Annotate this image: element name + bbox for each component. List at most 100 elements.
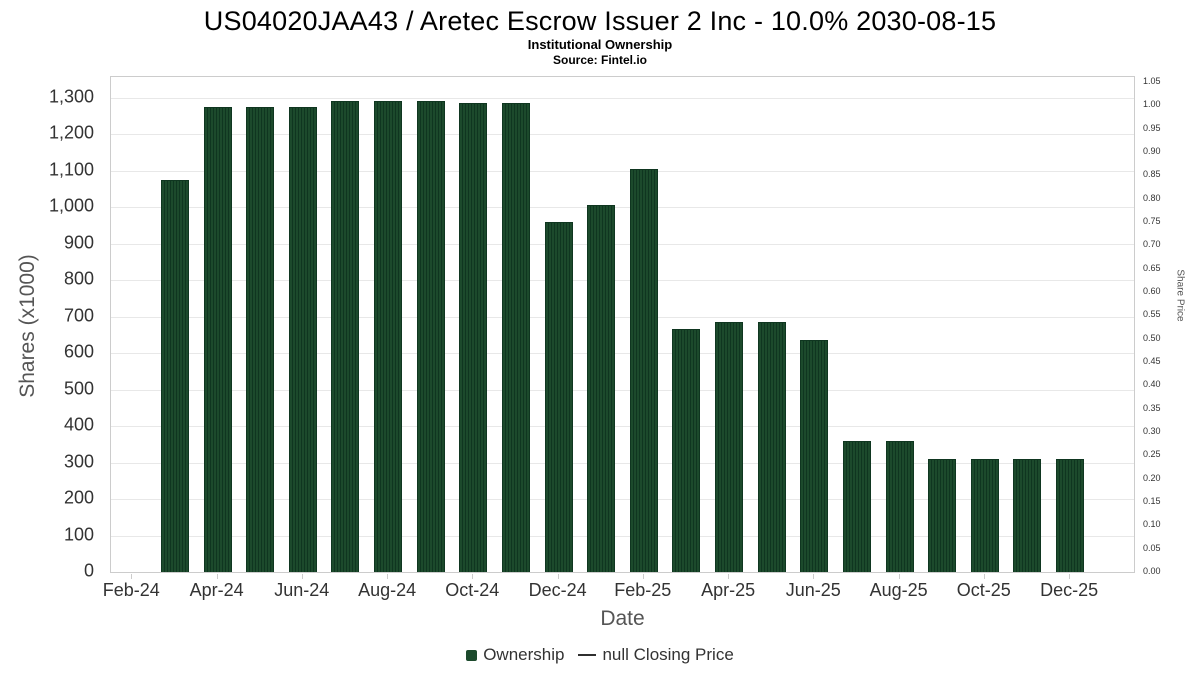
gridline bbox=[111, 280, 1134, 282]
gridline bbox=[111, 97, 1134, 99]
bar-Mar-25[interactable] bbox=[672, 329, 701, 572]
legend-label-closing-price: null Closing Price bbox=[602, 645, 734, 664]
bar-Dec-25[interactable] bbox=[1056, 458, 1085, 572]
bar-Dec-24[interactable] bbox=[544, 221, 573, 572]
y-right-tick-label: 0.95 bbox=[1143, 122, 1161, 133]
bar-Apr-25[interactable] bbox=[715, 322, 744, 572]
x-tick-mark bbox=[898, 574, 900, 579]
gridline bbox=[111, 535, 1134, 537]
y-right-tick-label: 0.65 bbox=[1143, 262, 1161, 273]
y-right-tick-label: 0.15 bbox=[1143, 496, 1161, 506]
gridline bbox=[111, 499, 1134, 500]
y-left-tick-label: 900 bbox=[63, 232, 94, 253]
y-right-tick-label: 0.40 bbox=[1143, 379, 1161, 390]
y-right-tick-label: 0.25 bbox=[1143, 449, 1161, 460]
x-tick-mark bbox=[216, 574, 218, 579]
y-right-tick-label: 0.85 bbox=[1143, 169, 1161, 180]
closing-price-line-icon bbox=[578, 654, 597, 656]
chart-title: US04020JAA43 / Aretec Escrow Issuer 2 In… bbox=[203, 6, 997, 36]
y-right-tick-label: 0.50 bbox=[1143, 332, 1161, 343]
y-left-tick-label: 200 bbox=[63, 487, 94, 508]
bar-Oct-25[interactable] bbox=[970, 458, 999, 572]
bar-May-25[interactable] bbox=[757, 322, 786, 572]
x-tick-label-Jun-24: Jun-24 bbox=[274, 580, 330, 600]
x-tick-mark bbox=[983, 574, 985, 579]
bar-Aug-24[interactable] bbox=[374, 101, 403, 572]
y-left-tick-label: 600 bbox=[63, 341, 94, 362]
y-right-tick-label: 0.75 bbox=[1143, 215, 1161, 226]
x-tick-label-Feb-25: Feb-25 bbox=[614, 580, 672, 600]
bar-Jun-25[interactable] bbox=[800, 340, 829, 572]
x-tick-label-Feb-24: Feb-24 bbox=[102, 580, 160, 600]
bar-Jun-24[interactable] bbox=[288, 106, 317, 572]
plot-area bbox=[110, 76, 1135, 573]
chart-source: Source: Fintel.io bbox=[552, 53, 647, 67]
x-tick-label-Apr-25: Apr-25 bbox=[701, 580, 756, 600]
y-left-tick-label: 0 bbox=[83, 560, 94, 581]
x-tick-mark bbox=[557, 574, 559, 579]
bar-Mar-24[interactable] bbox=[160, 179, 189, 572]
x-tick-mark bbox=[387, 574, 389, 579]
y-right-tick-label: 0.60 bbox=[1143, 285, 1161, 296]
x-tick-label-Dec-25: Dec-25 bbox=[1040, 580, 1099, 600]
gridline bbox=[111, 462, 1134, 464]
chart-subtitle: Institutional Ownership bbox=[527, 37, 673, 52]
x-tick-mark bbox=[642, 574, 644, 579]
gridline bbox=[111, 389, 1134, 391]
gridline bbox=[111, 134, 1134, 136]
x-tick-label-Oct-24: Oct-24 bbox=[445, 580, 500, 600]
x-tick-label-Oct-25: Oct-25 bbox=[956, 580, 1011, 600]
y-left-tick-label: 800 bbox=[63, 268, 94, 289]
bar-May-24[interactable] bbox=[246, 106, 275, 572]
bar-Jan-25[interactable] bbox=[587, 205, 616, 572]
x-axis-labels: Feb-24 Apr-24 Jun-24 Aug-24 Oct-24 Dec-24 Feb-… bbox=[103, 580, 1135, 604]
gridline bbox=[111, 426, 1134, 428]
bar-Sep-24[interactable] bbox=[416, 101, 445, 572]
gridline bbox=[111, 243, 1134, 245]
bar-Apr-24[interactable] bbox=[203, 106, 232, 572]
bar-Aug-25[interactable] bbox=[885, 440, 914, 572]
x-axis-tick-marks bbox=[110, 574, 1135, 580]
y-axis-title-right: Share Price bbox=[1174, 269, 1186, 322]
y-axis-left-labels: 0 100 200 300 400 500 600 700 800 900 1,000 1,100 1,… bbox=[0, 76, 102, 580]
legend-item-ownership[interactable]: Ownership bbox=[466, 645, 564, 665]
y-right-tick-label: 0.80 bbox=[1143, 192, 1161, 203]
x-tick-label-Apr-24: Apr-24 bbox=[189, 580, 244, 600]
x-tick-mark bbox=[1069, 574, 1071, 579]
y-right-tick-label: 1.00 bbox=[1143, 99, 1161, 110]
gridline bbox=[111, 316, 1134, 318]
y-left-tick-label: 400 bbox=[63, 414, 94, 435]
ownership-series-swatch-icon bbox=[466, 649, 478, 661]
x-tick-mark bbox=[131, 574, 133, 579]
legend-item-closing-price[interactable]: null Closing Price bbox=[578, 645, 734, 665]
x-tick-label-Jun-25: Jun-25 bbox=[785, 580, 841, 600]
y-right-tick-label: 0.45 bbox=[1143, 356, 1161, 366]
x-axis-title: Date bbox=[600, 607, 645, 630]
y-left-tick-label: 700 bbox=[63, 305, 94, 326]
y-right-tick-label: 0.20 bbox=[1143, 472, 1161, 483]
legend-label-ownership: Ownership bbox=[483, 645, 565, 664]
y-right-tick-label: 0.90 bbox=[1143, 145, 1161, 156]
bar-Nov-24[interactable] bbox=[501, 103, 530, 572]
y-left-tick-label: 1,300 bbox=[48, 86, 94, 107]
bar-Jul-25[interactable] bbox=[842, 440, 871, 572]
y-right-tick-label: 0.55 bbox=[1143, 309, 1161, 320]
bar-Jul-24[interactable] bbox=[331, 101, 360, 572]
x-tick-label-Dec-24: Dec-24 bbox=[528, 580, 587, 600]
x-tick-label-Aug-25: Aug-25 bbox=[869, 580, 928, 600]
y-right-tick-label: 0.05 bbox=[1143, 542, 1161, 553]
bar-Feb-25[interactable] bbox=[629, 168, 658, 572]
y-right-tick-label: 0.00 bbox=[1143, 566, 1161, 576]
y-left-tick-label: 1,100 bbox=[48, 159, 94, 180]
bar-Oct-24[interactable] bbox=[459, 103, 488, 572]
x-tick-mark bbox=[728, 574, 730, 579]
y-left-tick-label: 500 bbox=[63, 378, 94, 399]
x-tick-mark bbox=[813, 574, 815, 579]
y-right-tick-label: 1.05 bbox=[1143, 75, 1161, 86]
bar-Sep-25[interactable] bbox=[928, 458, 957, 572]
y-axis-right-labels: 0.00 0.05 0.10 0.15 0.20 0.25 0.30 0.35 0.40 0.45… bbox=[1138, 75, 1172, 576]
y-left-tick-label: 1,000 bbox=[48, 195, 94, 216]
bar-Nov-25[interactable] bbox=[1013, 458, 1042, 572]
y-left-tick-label: 100 bbox=[63, 524, 94, 544]
